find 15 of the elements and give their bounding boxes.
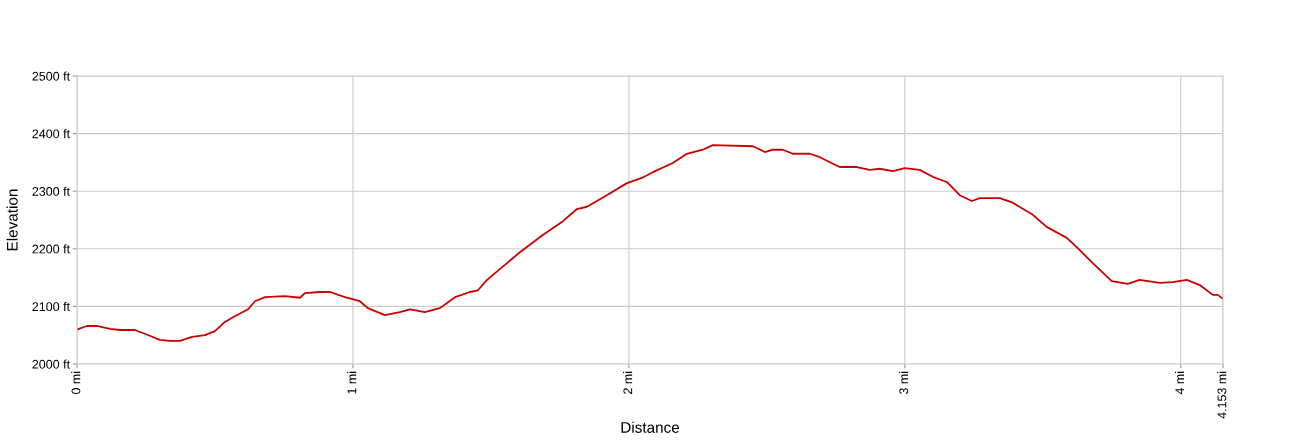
- y-tick-label: 2000 ft: [32, 359, 70, 369]
- y-axis-title: Elevation: [6, 189, 18, 251]
- line-series: [77, 144, 1223, 342]
- x-tick-label: 4 mi: [1174, 371, 1185, 395]
- y-tick-label: 2100 ft: [32, 301, 70, 312]
- x-tick-label: 2 mi: [623, 371, 633, 394]
- y-tick-label: 2400 ft: [32, 129, 70, 139]
- x-axis-title: Distance: [621, 421, 680, 433]
- y-tick-label: 2300 ft: [32, 186, 70, 196]
- x-tick-label: 4.153 mi: [1217, 371, 1227, 419]
- x-tick-label: 1 mi: [347, 371, 357, 394]
- y-tick-label: 2200 ft: [32, 244, 70, 254]
- y-tick-label: 2500 ft: [32, 71, 70, 81]
- x-tick-label: 0 mi: [71, 371, 81, 395]
- x-tick-label: 3 mi: [899, 371, 909, 395]
